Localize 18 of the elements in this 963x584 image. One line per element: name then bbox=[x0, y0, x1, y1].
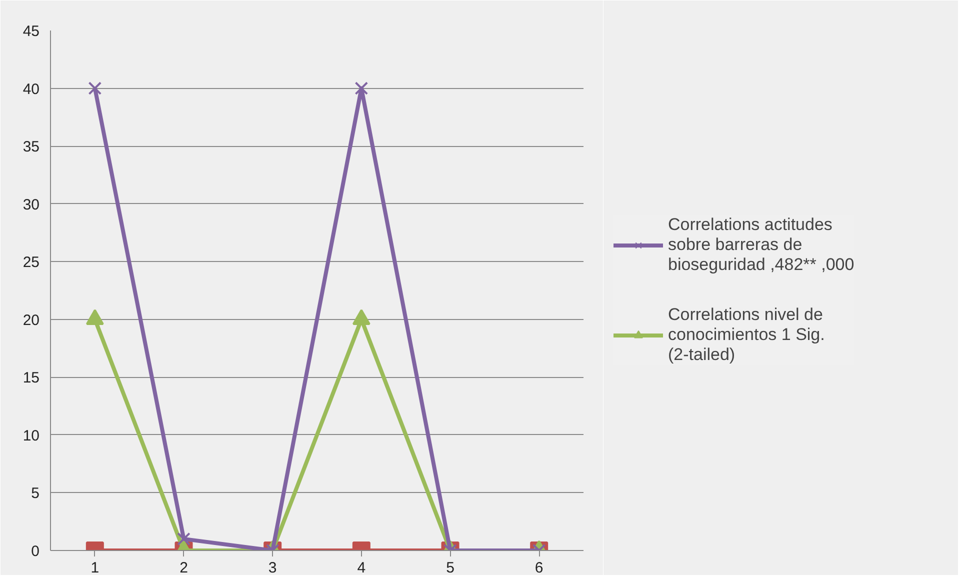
y-tick-label: 45 bbox=[22, 23, 40, 40]
x-tick-label: 2 bbox=[180, 560, 188, 576]
y-tick-label: 5 bbox=[31, 485, 40, 502]
y-tick-label: 0 bbox=[31, 543, 40, 560]
y-tick-label: 15 bbox=[22, 370, 40, 387]
legend-label: Correlations nivel de conocimientos 1 Sig. (2-tailed) bbox=[668, 305, 825, 365]
x-tick-label: 3 bbox=[268, 560, 277, 576]
y-tick-label: 20 bbox=[22, 312, 40, 329]
x-tick-label: 1 bbox=[90, 560, 100, 576]
y-tick-label: 25 bbox=[22, 254, 40, 272]
x-tick-label: 4 bbox=[357, 560, 366, 576]
legend-label: Correlations actitudes sobre barreras de bioseguridad ,482** ,000 bbox=[668, 215, 854, 275]
y-tick-label: 40 bbox=[22, 80, 40, 98]
x-tick-label: 6 bbox=[534, 560, 544, 576]
y-tick-label: 30 bbox=[22, 196, 40, 214]
x-tick-label: 5 bbox=[446, 560, 454, 576]
y-tick-label: 10 bbox=[22, 427, 40, 444]
y-tick-label: 35 bbox=[22, 138, 40, 156]
